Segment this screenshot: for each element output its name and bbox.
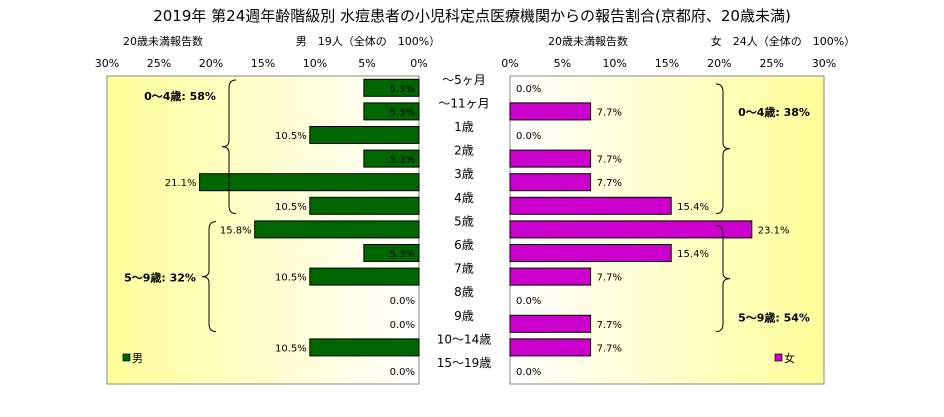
- female-bar-value-label: 7.7%: [597, 107, 622, 118]
- male-x-tick-label: 20%: [199, 57, 223, 70]
- category-label: 8歳: [454, 285, 474, 299]
- female-x-tick-label: 5%: [554, 57, 571, 70]
- female-group-annotations: 0～4歳: 38% 5～9歳: 54%: [715, 83, 810, 333]
- category-label: 7歳: [454, 262, 474, 276]
- male-x-tick-label: 10%: [303, 57, 327, 70]
- male-x-tick-label: 15%: [251, 57, 275, 70]
- male-bar-value-label: 5.3%: [390, 107, 415, 118]
- male-bar-value-label: 0.0%: [390, 320, 415, 331]
- chart-title: 2019年 第24週年齢階級別 水痘患者の小児科定点医療機関からの報告割合(京都…: [153, 7, 791, 25]
- male-header-total: 男 19人（全体の 100%）: [296, 34, 440, 48]
- female-bar-value-label: 0.0%: [516, 367, 541, 378]
- male-bar: [363, 102, 420, 121]
- male-bar-value-label: 21.1%: [165, 178, 197, 189]
- female-bar-value-label: 7.7%: [597, 273, 622, 284]
- female-bar-value-label: 0.0%: [516, 296, 541, 307]
- male-bar: [199, 173, 420, 192]
- male-x-tick-label: 0%: [410, 57, 427, 70]
- female-x-tick-label: 20%: [707, 57, 731, 70]
- male-bar-value-label: 5.3%: [390, 155, 415, 166]
- male-bar: [254, 220, 420, 239]
- male-x-tick-label: 5%: [358, 57, 375, 70]
- male-bar: [309, 196, 420, 215]
- female-bar: [509, 196, 672, 215]
- female-group-brace: [715, 83, 731, 215]
- female-group-label: 0～4歳: 38%: [738, 105, 810, 119]
- category-label: 4歳: [454, 191, 474, 205]
- female-bar-value-label: 7.7%: [597, 178, 622, 189]
- female-bar-value-label: 7.7%: [597, 155, 622, 166]
- male-x-tick-label: 30%: [95, 57, 119, 70]
- female-legend-label: 女: [784, 351, 795, 365]
- category-label: 9歳: [454, 309, 474, 323]
- male-bar-value-label: 10.5%: [275, 273, 307, 284]
- category-axis: ～5ヶ月 ～11ヶ月 1歳 2歳 3歳 4歳 5歳 6歳 7歳 8歳 9歳 10～14歳 15～19歳: [437, 73, 492, 370]
- female-bar: [509, 149, 592, 168]
- female-header-total: 女 24人（全体の 100%）: [711, 34, 855, 48]
- female-bar-value-label: 7.7%: [597, 343, 622, 354]
- male-bar-value-label: 0.0%: [390, 296, 415, 307]
- female-bar: [509, 220, 753, 239]
- female-bar-value-label: 23.1%: [758, 225, 790, 236]
- female-x-tick-label: 15%: [655, 57, 679, 70]
- male-group-brace: [201, 221, 217, 333]
- female-series: 0.0% 7.7% 0.0% 7.7% 7.7% 15.4% 23.1% 15.4% 7.7% 0…: [509, 84, 790, 378]
- male-group-annotations: 0～4歳: 58% 5～9歳: 32%: [124, 79, 237, 333]
- male-bar-value-label: 5.3%: [390, 84, 415, 95]
- female-bar: [509, 314, 592, 333]
- category-label: ～5ヶ月: [442, 73, 486, 87]
- category-label: 5歳: [454, 214, 474, 228]
- male-group-brace: [221, 79, 237, 215]
- category-label: ～11ヶ月: [438, 96, 489, 110]
- female-group-label: 5～9歳: 54%: [738, 311, 810, 325]
- female-bar-value-label: 0.0%: [516, 84, 541, 95]
- female-x-tick-label: 10%: [602, 57, 626, 70]
- male-bar-value-label: 5.3%: [390, 249, 415, 260]
- female-x-tick-label: 30%: [812, 57, 836, 70]
- female-x-tick-label: 0%: [501, 57, 518, 70]
- female-bar-value-label: 7.7%: [597, 320, 622, 331]
- male-bar: [309, 126, 420, 144]
- male-bar-value-label: 10.5%: [275, 343, 307, 354]
- female-legend-swatch: [774, 353, 783, 362]
- male-x-axis: 30% 25% 20% 15% 10% 5% 0%: [95, 57, 428, 70]
- male-bar-value-label: 10.5%: [275, 202, 307, 213]
- male-bar: [309, 338, 420, 357]
- female-x-axis: 0% 5% 10% 15% 20% 25% 30%: [501, 57, 836, 70]
- female-group-brace: [715, 225, 731, 333]
- female-x-tick-label: 25%: [759, 57, 783, 70]
- category-label: 1歳: [454, 120, 474, 134]
- female-bar-value-label: 0.0%: [516, 131, 541, 142]
- male-group-label: 5～9歳: 32%: [124, 271, 196, 285]
- male-x-tick-label: 25%: [147, 57, 171, 70]
- female-bar-value-label: 15.4%: [677, 202, 709, 213]
- male-group-label: 0～4歳: 58%: [144, 89, 216, 103]
- male-legend-swatch: [122, 353, 131, 362]
- male-header-count-label: 20歳未満報告数: [123, 35, 203, 48]
- category-label: 3歳: [454, 167, 474, 181]
- male-series: 5.3% 5.3% 10.5% 5.3% 21.1% 10.5% 15.8% 5.3% 10.5…: [165, 78, 420, 378]
- male-bar: [363, 78, 420, 97]
- male-legend-label: 男: [132, 352, 143, 365]
- female-bar: [509, 338, 592, 357]
- category-label: 2歳: [454, 144, 474, 158]
- male-bar-value-label: 10.5%: [275, 131, 307, 142]
- female-bar: [509, 244, 672, 262]
- male-bar-value-label: 15.8%: [220, 225, 252, 236]
- category-label: 6歳: [454, 238, 474, 252]
- male-bar: [363, 149, 420, 168]
- male-bar-value-label: 0.0%: [390, 367, 415, 378]
- category-label: 10～14歳: [437, 332, 492, 346]
- male-bar: [309, 267, 420, 286]
- female-header-count-label: 20歳未満報告数: [548, 35, 628, 48]
- female-bar: [509, 173, 592, 192]
- female-bar-value-label: 15.4%: [677, 249, 709, 260]
- category-label: 15～19歳: [437, 356, 492, 370]
- female-bar: [509, 267, 592, 286]
- male-bar: [363, 244, 420, 262]
- female-bar: [509, 102, 592, 121]
